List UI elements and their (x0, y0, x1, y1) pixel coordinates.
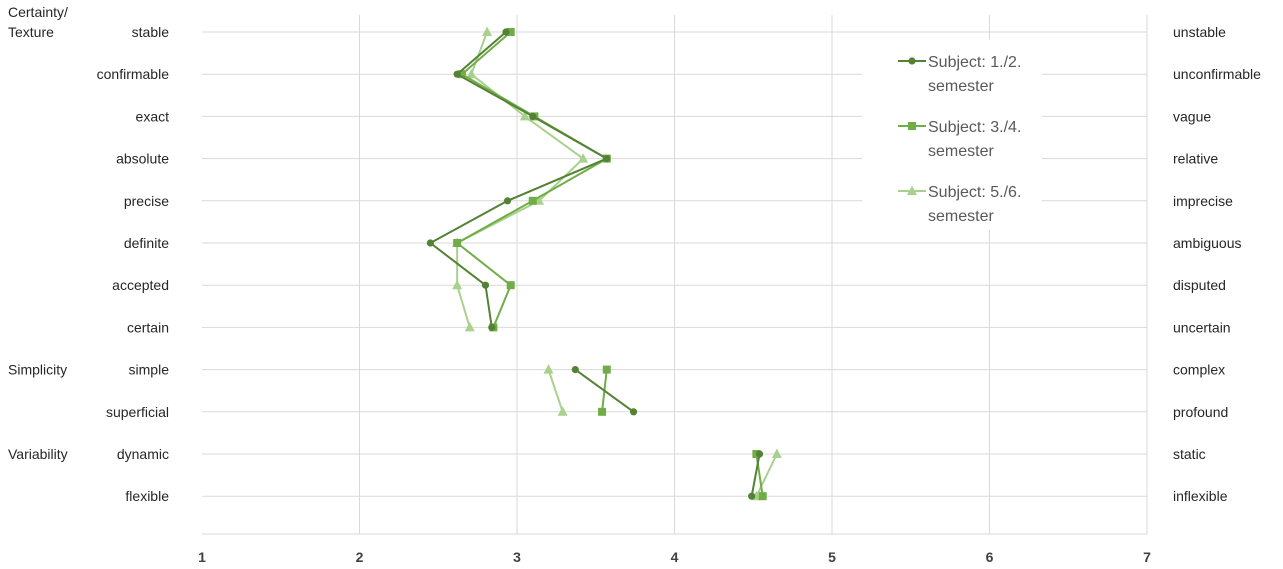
data-point-square (506, 28, 515, 36)
data-point-circle (453, 70, 461, 78)
data-point-triangle (907, 185, 917, 195)
right-label: vague (1173, 108, 1211, 124)
x-tick-label: 1 (198, 549, 206, 565)
data-point-circle (603, 155, 611, 163)
data-point-square (457, 70, 466, 79)
data-point-triangle (482, 26, 493, 36)
data-point-square (453, 239, 462, 247)
left-label: simple (129, 362, 170, 378)
data-point-square (908, 122, 916, 130)
data-point-circle (503, 197, 512, 205)
left-label: flexible (125, 488, 169, 504)
data-point-triangle (464, 321, 475, 332)
gridlines (202, 15, 1148, 534)
series-line (429, 31, 608, 328)
left-label: definite (124, 235, 169, 251)
left-label: absolute (116, 151, 169, 167)
series-line (755, 453, 778, 497)
group-label-line: Certainty/ (8, 4, 68, 20)
right-label: relative (1173, 151, 1218, 167)
data-point-circle (748, 492, 756, 500)
left-label: certain (127, 319, 169, 335)
legend-entry-line: semester (928, 143, 994, 160)
data-point-triangle (452, 279, 463, 290)
data-point-triangle (543, 364, 554, 374)
left-label: dynamic (117, 446, 169, 462)
right-label: static (1173, 446, 1206, 462)
right-label: unstable (1173, 24, 1226, 40)
data-point-circle (908, 57, 916, 65)
data-point-triangle (466, 68, 477, 79)
data-point-square (528, 196, 537, 205)
legend-entry-line: semester (928, 78, 994, 95)
group-labels: Certainty/Texture Simplicity Variability (8, 4, 68, 462)
group-label: Variability (8, 446, 68, 462)
group-label: Certainty/Texture (8, 4, 68, 40)
right-label: ambiguous (1173, 235, 1242, 251)
group-label: Simplicity (8, 362, 67, 378)
data-point-circle (488, 323, 496, 331)
legend-entry-label: Subject: 1./2. semester (928, 54, 1021, 95)
plot-series (426, 26, 782, 501)
x-tick-label: 2 (356, 549, 364, 565)
x-tick-label: 3 (513, 549, 521, 565)
data-point-square (598, 407, 607, 416)
data-point-square (758, 492, 767, 501)
data-point-circle (571, 366, 579, 374)
data-point-circle (502, 28, 510, 36)
series-group (452, 26, 782, 501)
right-adjective-labels: unstable unconfirmable vague relative imprec… (1173, 24, 1261, 504)
right-label: inflexible (1173, 488, 1228, 504)
group-label-line: Texture (8, 24, 54, 40)
legend-entry-label: Subject: 5./6. semester (928, 184, 1021, 225)
series-line (574, 368, 635, 413)
legend-entry-line: Subject: 3./4. (928, 119, 1021, 136)
right-label: complex (1173, 362, 1225, 378)
data-point-square (506, 281, 515, 290)
left-label: superficial (106, 404, 169, 420)
series-group (426, 28, 764, 500)
x-tick-label: 6 (986, 549, 994, 565)
left-label: stable (132, 24, 170, 40)
data-point-square (602, 365, 611, 374)
series-line (456, 31, 608, 328)
left-label: accepted (112, 277, 169, 293)
legend-entry-line: Subject: 1./2. (928, 54, 1021, 71)
data-point-circle (629, 408, 638, 416)
series-line (456, 31, 585, 328)
series-line (750, 453, 761, 497)
left-label: precise (124, 193, 169, 209)
data-point-circle (481, 281, 490, 289)
x-tick-label: 5 (828, 549, 836, 565)
data-point-circle (755, 450, 764, 458)
data-point-triangle (519, 110, 530, 121)
left-label: confirmable (97, 66, 170, 82)
group-label-line: Variability (8, 446, 68, 462)
x-tick-label: 4 (671, 549, 679, 565)
group-label-line: Simplicity (8, 362, 67, 378)
data-point-triangle (557, 406, 568, 416)
legend-box (862, 40, 1042, 230)
x-tick-label: 7 (1143, 549, 1151, 565)
data-point-triangle (771, 448, 782, 458)
left-label: exact (136, 108, 170, 124)
data-point-circle (426, 239, 434, 247)
legend: Subject: 1./2. semester Subject: 3./4. seme… (862, 40, 1042, 230)
right-label: imprecise (1173, 193, 1233, 209)
x-axis: 1 2 3 4 5 6 7 (198, 533, 1151, 565)
series-line (547, 369, 564, 413)
legend-entry-line: Subject: 5./6. (928, 184, 1021, 201)
legend-entry-line: semester (928, 208, 994, 225)
right-label: disputed (1173, 277, 1226, 293)
right-label: unconfirmable (1173, 66, 1261, 82)
data-point-circle (529, 112, 537, 120)
data-point-triangle (578, 153, 589, 163)
right-label: profound (1173, 404, 1228, 420)
right-label: uncertain (1173, 319, 1231, 335)
left-adjective-labels: stable confirmable exact absolute precise def… (97, 24, 170, 504)
legend-entry-label: Subject: 3./4. semester (928, 119, 1021, 160)
